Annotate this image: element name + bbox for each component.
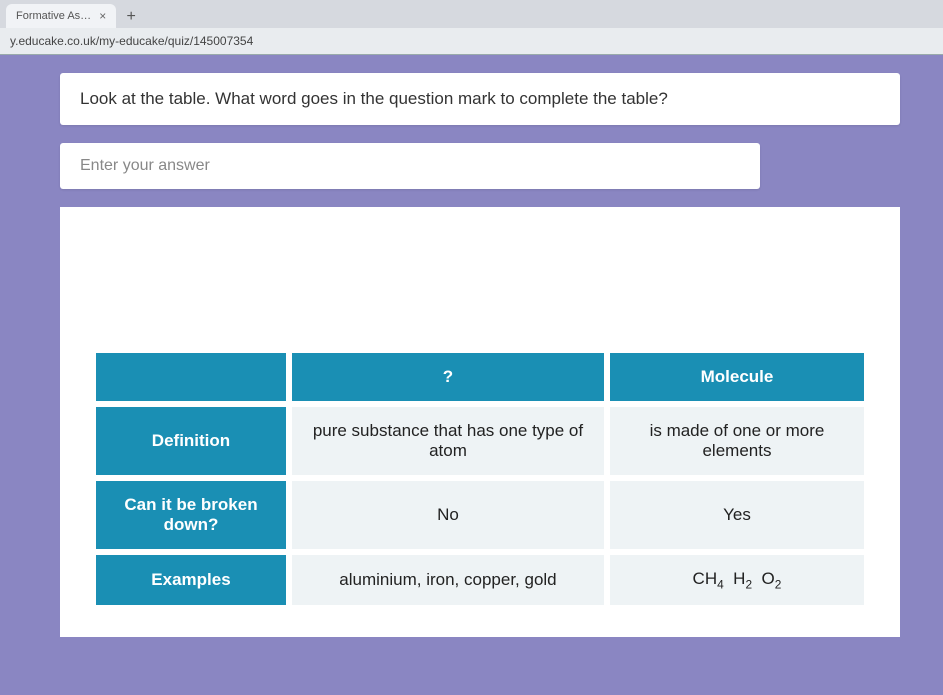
new-tab-button[interactable]: + [120, 6, 142, 28]
cell: No [292, 481, 604, 549]
close-icon[interactable]: × [99, 9, 106, 23]
address-bar[interactable]: y.educake.co.uk/my-educake/quiz/14500735… [0, 28, 943, 54]
table-row: Examples aluminium, iron, copper, gold C… [96, 555, 864, 605]
row-label: Examples [96, 555, 286, 605]
table-header-col2: Molecule [610, 353, 864, 401]
cell: aluminium, iron, copper, gold [292, 555, 604, 605]
row-label: Can it be broken down? [96, 481, 286, 549]
tab-bar: Formative As… × + [0, 0, 943, 28]
cell: is made of one or more elements [610, 407, 864, 475]
question-prompt: Look at the table. What word goes in the… [80, 89, 880, 109]
question-card: Look at the table. What word goes in the… [60, 73, 900, 125]
answer-card [60, 143, 760, 189]
content-panel: ? Molecule Definition pure substance tha… [60, 207, 900, 637]
table-row: Definition pure substance that has one t… [96, 407, 864, 475]
cell: CH4 H2 O2 [610, 555, 864, 605]
table-row: Can it be broken down? No Yes [96, 481, 864, 549]
browser-tab[interactable]: Formative As… × [6, 4, 116, 28]
table-header-col1: ? [292, 353, 604, 401]
quiz-page: Look at the table. What word goes in the… [0, 55, 943, 695]
cell: pure substance that has one type of atom [292, 407, 604, 475]
answer-input[interactable] [80, 157, 740, 175]
cell: Yes [610, 481, 864, 549]
table-header-blank [96, 353, 286, 401]
row-label: Definition [96, 407, 286, 475]
tab-title: Formative As… [16, 10, 91, 22]
comparison-table: ? Molecule Definition pure substance tha… [90, 347, 870, 611]
browser-chrome: Formative As… × + y.educake.co.uk/my-edu… [0, 0, 943, 55]
url-text: y.educake.co.uk/my-educake/quiz/14500735… [10, 34, 253, 48]
